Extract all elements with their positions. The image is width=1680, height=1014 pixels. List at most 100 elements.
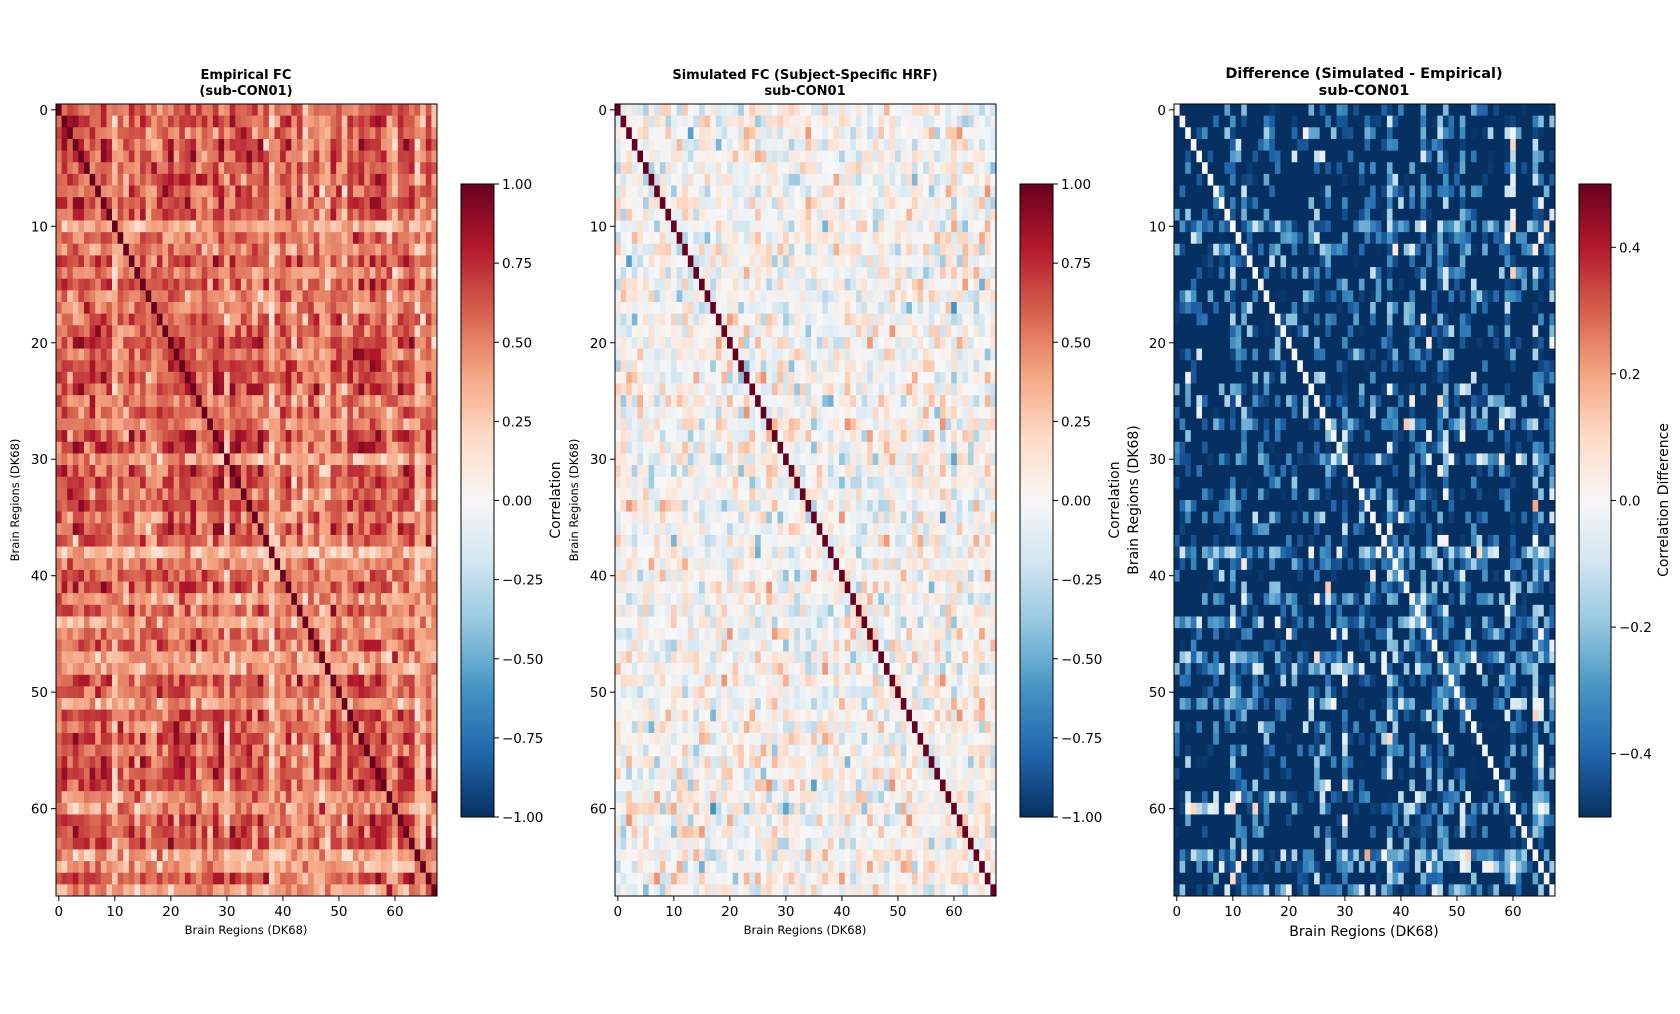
heatmap-cell xyxy=(212,162,219,175)
heatmap-cell xyxy=(274,861,281,874)
heatmap-cell xyxy=(100,488,107,501)
heatmap-cell xyxy=(431,383,438,396)
heatmap-cell xyxy=(201,267,208,280)
heatmap-cell xyxy=(252,150,259,163)
heatmap-cell xyxy=(431,476,438,489)
heatmap-cell xyxy=(403,325,410,338)
heatmap-cell xyxy=(274,138,281,151)
heatmap-cell xyxy=(336,430,343,443)
heatmap-cell xyxy=(319,802,326,815)
heatmap-cell xyxy=(134,360,141,373)
heatmap-cell xyxy=(67,465,74,478)
heatmap-cell xyxy=(771,115,778,128)
heatmap-cell xyxy=(224,639,231,652)
heatmap-cell xyxy=(794,115,801,128)
heatmap-cell xyxy=(218,255,225,268)
heatmap-cell xyxy=(799,127,806,140)
heatmap-cell xyxy=(78,546,85,559)
heatmap-cell xyxy=(106,814,113,827)
heatmap-cell xyxy=(218,826,225,839)
heatmap-cell xyxy=(100,581,107,594)
heatmap-cell xyxy=(341,732,348,745)
heatmap-cell xyxy=(671,115,678,128)
heatmap-cell xyxy=(296,628,303,641)
heatmap-cell xyxy=(235,674,242,687)
heatmap-cell xyxy=(128,150,135,163)
heatmap-cell xyxy=(274,744,281,757)
heatmap-cell xyxy=(257,861,264,874)
heatmap-cell xyxy=(341,302,348,315)
heatmap-cell xyxy=(682,104,689,117)
heatmap-cell xyxy=(95,756,102,769)
heatmap-cell xyxy=(263,441,270,454)
heatmap-cell xyxy=(431,628,438,641)
heatmap-cell xyxy=(319,383,326,396)
heatmap-cell xyxy=(151,523,158,536)
heatmap-cell xyxy=(123,138,130,151)
heatmap-cell xyxy=(386,569,393,582)
heatmap-cell xyxy=(285,208,292,221)
heatmap-cell xyxy=(162,651,169,664)
heatmap-cell xyxy=(140,651,147,664)
heatmap-cell xyxy=(218,127,225,140)
heatmap-cell xyxy=(156,802,163,815)
heatmap-cell xyxy=(196,278,203,291)
heatmap-cell xyxy=(392,628,399,641)
heatmap-cell xyxy=(431,348,438,361)
heatmap-cell xyxy=(196,593,203,606)
heatmap-cell xyxy=(296,639,303,652)
heatmap-cell xyxy=(190,604,197,617)
heatmap-cell xyxy=(386,814,393,827)
heatmap-cell xyxy=(100,173,107,186)
heatmap-cell xyxy=(324,313,331,326)
heatmap-cell xyxy=(72,395,79,408)
heatmap-cell xyxy=(352,802,359,815)
heatmap-cell xyxy=(291,756,298,769)
heatmap-cell xyxy=(218,558,225,571)
y-tick-label: 10 xyxy=(31,219,48,235)
heatmap-cell xyxy=(212,802,219,815)
heatmap-cell xyxy=(168,476,175,489)
heatmap-cell xyxy=(229,872,236,885)
heatmap-cell xyxy=(369,779,376,792)
heatmap-cell xyxy=(263,616,270,629)
heatmap-cell xyxy=(212,546,219,559)
heatmap-cell xyxy=(173,336,180,349)
heatmap-cell xyxy=(319,302,326,315)
heatmap-cell xyxy=(89,744,96,757)
heatmap-cell xyxy=(229,663,236,676)
heatmap-cell xyxy=(207,243,214,256)
heatmap-cell xyxy=(263,884,270,897)
heatmap-cell xyxy=(364,406,371,419)
heatmap-cell xyxy=(151,127,158,140)
heatmap-cell xyxy=(190,208,197,221)
heatmap-cell xyxy=(369,302,376,315)
heatmap-cell xyxy=(308,290,315,303)
heatmap-cell xyxy=(123,826,130,839)
heatmap-cell xyxy=(56,162,62,175)
heatmap-cell xyxy=(145,127,152,140)
heatmap-cell xyxy=(78,255,85,268)
heatmap-cell xyxy=(263,348,270,361)
heatmap-cell xyxy=(296,569,303,582)
heatmap-cell xyxy=(212,302,219,315)
heatmap-cell xyxy=(257,500,264,513)
heatmap-cell xyxy=(72,278,79,291)
heatmap-cell xyxy=(408,511,415,524)
heatmap-cell xyxy=(190,802,197,815)
heatmap-cell xyxy=(151,290,158,303)
heatmap-cell xyxy=(84,558,91,571)
heatmap-cell xyxy=(89,267,96,280)
heatmap-cell xyxy=(224,674,231,687)
heatmap-cell xyxy=(156,639,163,652)
heatmap-cell xyxy=(196,686,203,699)
heatmap-cell xyxy=(95,360,102,373)
heatmap-cell xyxy=(207,267,214,280)
heatmap-cell xyxy=(347,115,354,128)
heatmap-cell xyxy=(420,732,427,745)
heatmap-cell xyxy=(291,779,298,792)
heatmap-cell xyxy=(375,639,382,652)
heatmap-cell xyxy=(218,698,225,711)
heatmap-cell xyxy=(168,698,175,711)
heatmap-cell xyxy=(224,197,231,210)
